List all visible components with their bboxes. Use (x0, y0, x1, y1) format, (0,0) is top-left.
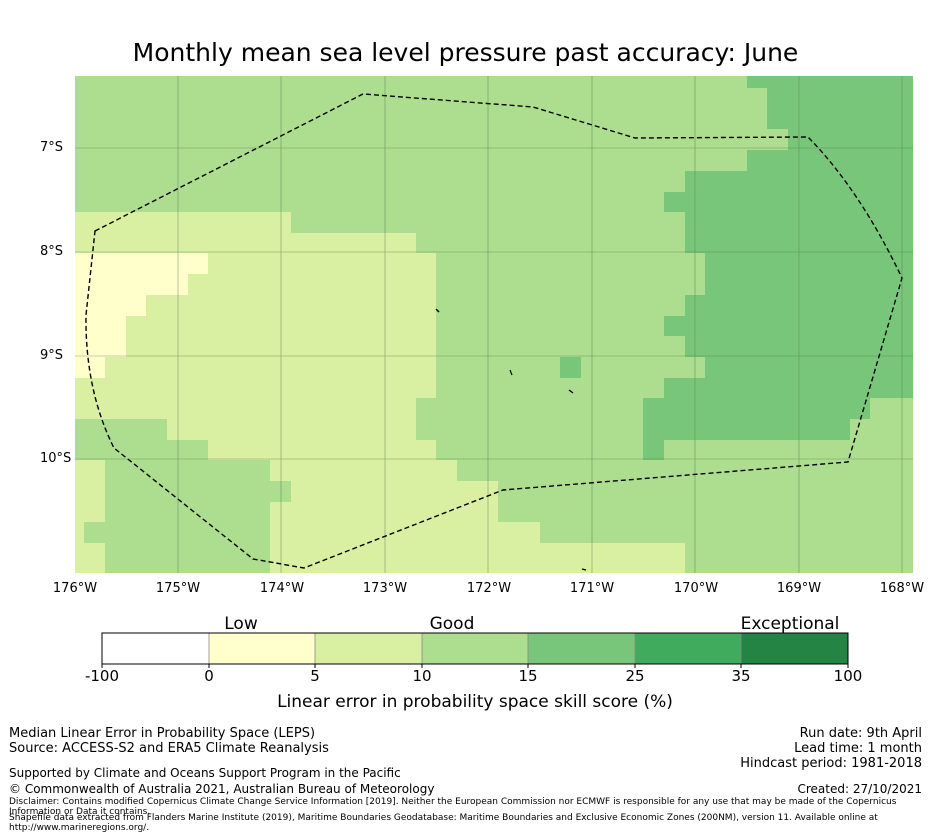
info-leps: Median Linear Error in Probability Space… (9, 726, 316, 741)
info-shapefile: Shapefile data extracted from Flanders M… (9, 813, 878, 833)
colorbar-segment-0 (102, 633, 209, 664)
colorbar-segment-3 (422, 633, 528, 664)
colorbar-tick: 35 (731, 667, 751, 685)
info-hindcast: Hindcast period: 1981-2018 (740, 756, 922, 771)
colorbar-tick: 0 (204, 667, 214, 685)
lat-label-7s: 7°S (40, 140, 64, 155)
colorbar-category-low: Low (224, 614, 258, 634)
colorbar-segment-1 (209, 633, 315, 664)
skill-map (75, 76, 913, 573)
info-copyright: © Commonwealth of Australia 2021, Austra… (9, 782, 435, 796)
lat-label-10s: 10°S (40, 451, 72, 466)
colorbar-label: Linear error in probability space skill … (277, 692, 673, 712)
colorbar-segment-2 (315, 633, 422, 664)
colorbar-segment-4 (528, 633, 635, 664)
info-source: Source: ACCESS-S2 and ERA5 Climate Reana… (9, 741, 329, 756)
info-supported: Supported by Climate and Oceans Support … (9, 766, 401, 780)
map-title: Monthly mean sea level pressure past acc… (132, 38, 799, 67)
colorbar-segment-5 (635, 633, 741, 664)
lon-label-170w: 170°W (673, 581, 719, 596)
colorbar-category-exceptional: Exceptional (740, 614, 840, 634)
colorbar-tick: 10 (412, 667, 432, 685)
colorbar-tick: 5 (310, 667, 320, 685)
colorbar-tick: -100 (84, 667, 120, 685)
lat-label-9s: 9°S (40, 348, 64, 363)
colorbar-tick: 100 (833, 667, 863, 685)
info-run-date: Run date: 9th April (799, 726, 922, 741)
info-disclaimer: Disclaimer: Contains modified Copernicus… (9, 797, 897, 817)
colorbar-category-good: Good (429, 614, 475, 634)
eez-boundary (85, 93, 903, 569)
lon-label-176w: 176°W (52, 581, 98, 596)
lon-label-171w: 171°W (569, 581, 615, 596)
info-lead-time: Lead time: 1 month (794, 741, 922, 756)
colorbar-tick: 25 (625, 667, 645, 685)
colorbar-tick: 15 (518, 667, 538, 685)
lon-label-168w: 168°W (879, 581, 925, 596)
lat-label-8s: 8°S (40, 244, 64, 259)
info-created: Created: 27/10/2021 (797, 782, 922, 796)
lon-label-172w: 172°W (466, 581, 512, 596)
lon-label-169w: 169°W (776, 581, 822, 596)
lon-label-173w: 173°W (362, 581, 408, 596)
lon-label-175w: 175°W (155, 581, 201, 596)
lon-label-174w: 174°W (259, 581, 305, 596)
colorbar-segment-6 (741, 633, 848, 664)
